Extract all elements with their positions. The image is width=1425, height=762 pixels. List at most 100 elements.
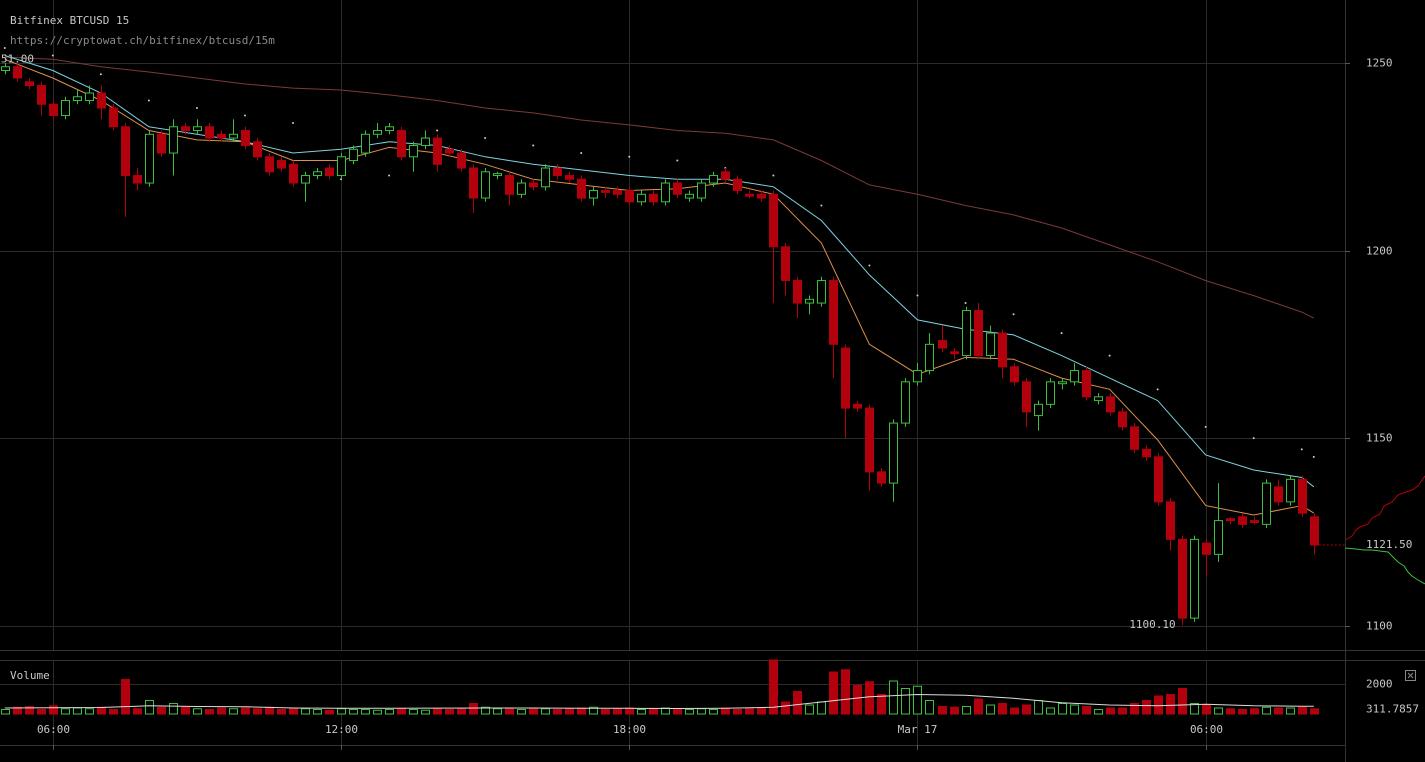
candle-body	[385, 126, 394, 132]
volume-bar	[1298, 706, 1307, 715]
chart-title: Bitfinex BTCUSD 15	[10, 14, 129, 27]
volume-bar	[901, 688, 910, 715]
volume-bar	[361, 709, 370, 715]
volume-bar	[1022, 704, 1031, 715]
candle-body	[938, 340, 947, 349]
volume-bar	[805, 704, 814, 715]
volume-bar	[181, 706, 190, 715]
volume-bar	[950, 706, 959, 715]
volume-bar	[193, 708, 202, 715]
volume-bar	[577, 707, 586, 715]
volume-bar	[769, 659, 778, 715]
sar-dot	[436, 129, 439, 132]
candle-body	[553, 167, 562, 177]
volume-bar	[1274, 707, 1283, 715]
sar-dot	[99, 73, 102, 76]
ask-depth	[1344, 475, 1425, 541]
close-icon	[1407, 672, 1414, 679]
candle-body	[986, 332, 995, 357]
volume-bar	[1118, 707, 1127, 715]
x-tick-label: 06:00	[37, 723, 70, 736]
candle-body	[1262, 482, 1271, 525]
volume-bar	[649, 708, 658, 715]
candle-body	[781, 246, 790, 282]
candle-body	[673, 182, 682, 195]
candle-body	[337, 156, 346, 177]
candle-body	[565, 175, 574, 180]
volume-bar	[962, 706, 971, 715]
candle-body	[49, 103, 58, 117]
volume-bar	[421, 709, 430, 715]
candle-body	[457, 152, 466, 169]
sar-dot	[1156, 388, 1159, 391]
sar-dot	[3, 47, 6, 50]
volume-bar	[673, 708, 682, 715]
volume-bar	[1046, 707, 1055, 715]
volume-bar	[974, 698, 983, 715]
volume-bar	[565, 708, 574, 715]
volume-bar	[1214, 707, 1223, 715]
sar-dot	[243, 114, 246, 117]
candle-body	[265, 156, 274, 173]
candle-body	[313, 171, 322, 177]
sar-dot	[51, 54, 54, 57]
volume-bar	[217, 707, 226, 715]
candle-body	[277, 160, 286, 169]
candle-body	[925, 343, 934, 372]
volume-bar	[493, 708, 502, 715]
candle-body	[577, 178, 586, 199]
last-price-marker	[1346, 536, 1425, 553]
candle-body	[421, 137, 430, 147]
volume-bar	[1262, 706, 1271, 715]
x-tick-label: Mar 17	[898, 723, 938, 736]
volume-bar	[601, 709, 610, 715]
candle-body	[661, 182, 670, 203]
volume-bar	[733, 709, 742, 715]
volume-bar	[877, 694, 886, 715]
sar-dot	[1300, 448, 1303, 451]
high-label: 1251.00	[0, 52, 34, 65]
sar-dot	[1060, 332, 1063, 335]
close-volume-button[interactable]	[1405, 670, 1416, 681]
candle-body	[601, 190, 610, 193]
volume-bar	[1034, 700, 1043, 715]
volume-bar	[433, 708, 442, 715]
volume-bar	[1058, 703, 1067, 715]
sar-dot	[628, 155, 631, 158]
volume-bar	[1166, 694, 1175, 715]
volume-bar	[817, 701, 826, 715]
volume-bar	[529, 707, 538, 715]
y-tick-label: 1100	[1366, 620, 1393, 633]
volume-bar	[1178, 688, 1187, 715]
candle-body	[974, 310, 983, 357]
moving-average-line	[4, 56, 1315, 319]
volume-bar	[25, 706, 34, 715]
candle-body	[481, 171, 490, 199]
candle-body	[409, 145, 418, 158]
volume-tick-label: 2000	[1366, 678, 1393, 691]
candle-body	[397, 130, 406, 158]
sar-dot	[292, 122, 295, 125]
volume-bar	[289, 707, 298, 715]
sar-dot	[916, 294, 919, 297]
volume-bar	[829, 671, 838, 715]
candle-body	[61, 100, 70, 117]
volume-bar	[541, 708, 550, 715]
candle-body	[1250, 520, 1259, 523]
candle-body	[998, 332, 1007, 368]
candle-body	[97, 92, 106, 109]
candle-body	[517, 182, 526, 195]
candle-body	[121, 126, 130, 177]
volume-bar	[925, 700, 934, 715]
volume-bar	[325, 709, 334, 715]
sar-dot	[1012, 313, 1015, 316]
candle-body	[25, 81, 34, 87]
volume-bar	[61, 708, 70, 715]
volume-bar	[709, 709, 718, 715]
candle-body	[841, 347, 850, 409]
candle-body	[541, 167, 550, 188]
volume-bar	[505, 707, 514, 715]
candle-body	[1154, 456, 1163, 503]
